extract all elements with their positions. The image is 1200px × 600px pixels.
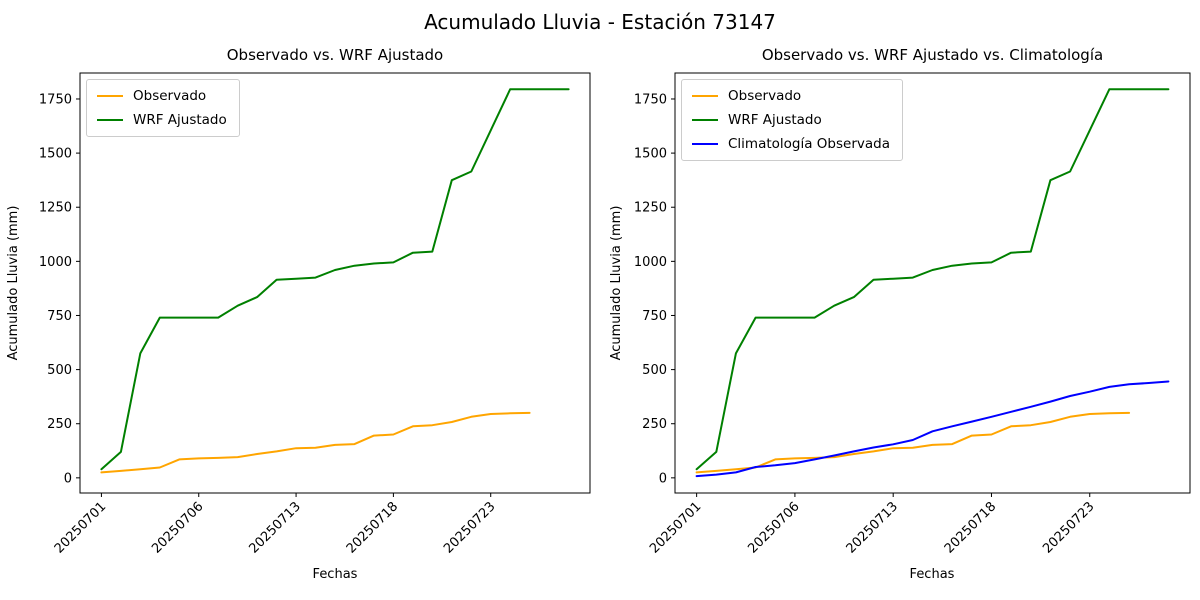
y-tick-label: 1500 [39, 147, 72, 162]
right-ylabel: Acumulado Lluvia (mm) [609, 206, 624, 361]
x-tick-label: 20250723 [441, 499, 498, 556]
y-tick-label: 0 [64, 471, 72, 486]
axes-frame [674, 72, 1191, 494]
left-chart: 0 250 500 750 1000 1250 1500 1750 20250701 202507… [39, 72, 591, 557]
y-tick-label: 1250 [39, 201, 72, 216]
legend-label: Observado [728, 88, 802, 104]
legend-entry-wrf-ajustado: WRF Ajustado [97, 111, 227, 129]
left-xlabel: Fechas [313, 567, 358, 582]
axes-frame [79, 72, 591, 494]
series-line-observado [695, 411, 1131, 474]
legend-line-sample [692, 95, 718, 97]
y-tick-label: 1750 [39, 92, 72, 107]
legend-entry-observado: Observado [97, 87, 227, 105]
y-tick-label: 1500 [634, 147, 667, 162]
right-xlabel: Fechas [910, 567, 955, 582]
y-tick-label: 250 [642, 417, 667, 432]
right-chart-title: Observado vs. WRF Ajustado vs. Climatolo… [761, 46, 1104, 64]
legend-label: WRF Ajustado [133, 112, 227, 128]
legend-line-sample [692, 143, 718, 145]
y-tick-label: 750 [642, 309, 667, 324]
legend-line-sample [97, 95, 123, 97]
y-tick-label: 500 [47, 363, 72, 378]
legend-label: Climatología Observada [728, 136, 890, 152]
figure-title: Acumulado Lluvia - Estación 73147 [424, 10, 776, 34]
y-tick-label: 1000 [634, 255, 667, 270]
y-tick-label: 1000 [39, 255, 72, 270]
legend-line-sample [692, 119, 718, 121]
legend-entry-climatolog-a-observada: Climatología Observada [692, 135, 890, 153]
x-tick-label: 20250713 [844, 499, 901, 556]
y-tick-label: 1250 [634, 201, 667, 216]
legend-label: Observado [133, 88, 207, 104]
series-line-climatolog-a-observada [695, 380, 1170, 478]
y-tick-label: 0 [659, 471, 667, 486]
series-line-wrf-ajustado [100, 88, 570, 471]
x-tick-label: 20250718 [942, 499, 999, 556]
x-tick-label: 20250723 [1040, 499, 1097, 556]
legend-entry-wrf-ajustado: WRF Ajustado [692, 111, 890, 129]
legend-entry-observado: Observado [692, 87, 890, 105]
left-ylabel: Acumulado Lluvia (mm) [6, 206, 21, 361]
series-line-wrf-ajustado [695, 88, 1170, 471]
x-tick-label: 20250701 [52, 499, 109, 556]
right-chart-legend: Observado WRF Ajustado Climatología Observ… [681, 79, 903, 161]
x-tick-label: 20250701 [647, 499, 704, 556]
left-chart-legend: Observado WRF Ajustado [86, 79, 240, 137]
x-tick-label: 20250706 [745, 499, 802, 556]
y-tick-label: 750 [47, 309, 72, 324]
left-chart-title: Observado vs. WRF Ajustado [226, 46, 444, 64]
y-tick-label: 1750 [634, 92, 667, 107]
y-tick-label: 500 [642, 363, 667, 378]
series-line-observado [100, 411, 531, 474]
legend-line-sample [97, 119, 123, 121]
x-tick-label: 20250706 [149, 499, 206, 556]
legend-label: WRF Ajustado [728, 112, 822, 128]
y-tick-label: 250 [47, 417, 72, 432]
x-tick-label: 20250713 [247, 499, 304, 556]
x-tick-label: 20250718 [344, 499, 401, 556]
